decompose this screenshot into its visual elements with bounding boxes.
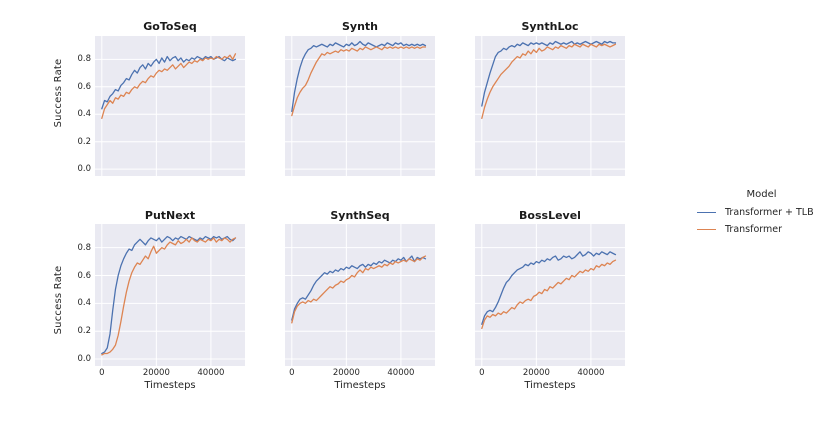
y-tick: 0.6: [77, 270, 91, 281]
x-axis-label: Timesteps: [144, 380, 196, 391]
y-tick: 0.0: [77, 354, 91, 365]
chart-synthseq: SynthSeq 0 20000 40000 Timesteps: [285, 209, 435, 391]
subplot-row-top: Success Rate 0.0 0.2 0.4 0.6 0.8 GoToSeq Syn…: [53, 10, 625, 176]
y-axis: Success Rate 0.0 0.2 0.4 0.6 0.8: [53, 209, 95, 391]
x-tick: 0: [99, 368, 105, 378]
chart-title-synthseq: SynthSeq: [330, 209, 390, 222]
x-tick: 20000: [522, 368, 550, 378]
legend-entry-transformer-tlb: Transformer + TLB: [693, 204, 830, 221]
y-tick: 0.4: [77, 298, 91, 309]
y-tick: 0.2: [77, 326, 91, 337]
plot-area-synth: [285, 36, 435, 176]
chart-title-gotoseq: GoToSeq: [143, 20, 197, 33]
y-axis: Success Rate 0.0 0.2 0.4 0.6 0.8: [53, 10, 95, 176]
x-tick: 40000: [387, 368, 415, 378]
x-axis-label: Timesteps: [334, 380, 386, 391]
x-tick: 20000: [332, 368, 360, 378]
x-tick: 20000: [142, 368, 170, 378]
y-tick: 0.2: [77, 136, 91, 147]
y-tick: 0.4: [77, 109, 91, 120]
legend-entry-transformer: Transformer: [693, 221, 830, 238]
x-tick-labels: 0 20000 40000: [95, 366, 245, 379]
x-tick-labels: 0 20000 40000: [285, 366, 435, 379]
chart-title-synth: Synth: [341, 20, 378, 33]
chart-gotoseq: Success Rate 0.0 0.2 0.4 0.6 0.8 GoToSeq: [53, 10, 245, 176]
x-tick: 0: [289, 368, 295, 378]
chart-title-synthloc: SynthLoc: [521, 20, 579, 33]
legend-title: Model: [746, 189, 777, 200]
x-tick: 0: [479, 368, 485, 378]
x-tick: 40000: [197, 368, 225, 378]
chart-bosslevel: BossLevel 0 20000 40000 Timesteps: [475, 209, 625, 391]
chart-putnext: Success Rate 0.0 0.2 0.4 0.6 0.8 PutNext 0 20…: [53, 209, 245, 391]
y-tick-labels: 0.0 0.2 0.4 0.6 0.8: [57, 36, 95, 176]
plot-area-gotoseq: [95, 36, 245, 176]
plot-area-bosslevel: [475, 224, 625, 366]
plot-area-synthloc: [475, 36, 625, 176]
legend: Model Transformer + TLB Transformer: [693, 189, 830, 238]
chart-synth: Synth: [285, 10, 435, 176]
subplot-grid: Success Rate 0.0 0.2 0.4 0.6 0.8 GoToSeq Syn…: [53, 10, 625, 391]
legend-entry-label: Transformer + TLB: [725, 207, 814, 218]
x-tick: 40000: [577, 368, 605, 378]
plot-area-putnext: [95, 224, 245, 366]
y-tick: 0.8: [77, 242, 91, 253]
legend-line-swatch-blue: [697, 212, 716, 213]
chart-synthloc: SynthLoc: [475, 10, 625, 176]
subplot-row-bottom: Success Rate 0.0 0.2 0.4 0.6 0.8 PutNext 0 20…: [53, 209, 625, 391]
y-tick: 0.0: [77, 164, 91, 175]
y-tick: 0.6: [77, 81, 91, 92]
legend-line-swatch-orange: [697, 229, 716, 230]
plot-area-synthseq: [285, 224, 435, 366]
y-tick: 0.8: [77, 54, 91, 65]
legend-entry-label: Transformer: [725, 224, 783, 235]
chart-title-bosslevel: BossLevel: [519, 209, 581, 222]
x-axis-label: Timesteps: [524, 380, 576, 391]
x-tick-labels: 0 20000 40000: [475, 366, 625, 379]
chart-title-putnext: PutNext: [144, 209, 196, 222]
y-tick-labels: 0.0 0.2 0.4 0.6 0.8: [57, 224, 95, 366]
